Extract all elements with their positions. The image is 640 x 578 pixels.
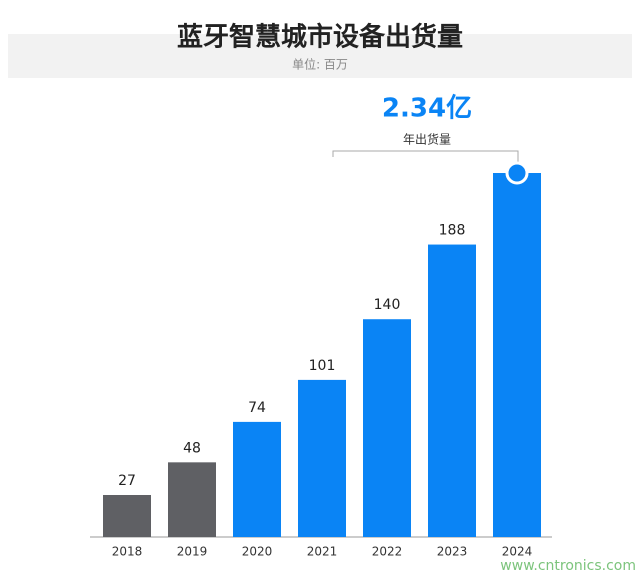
value-label: 27: [118, 473, 136, 489]
value-label: 74: [248, 400, 266, 416]
annotation-bracket: [332, 150, 519, 165]
x-tick-label: 2021: [307, 545, 338, 559]
x-tick-label: 2023: [437, 545, 468, 559]
title-band: [8, 34, 632, 78]
annotation-dot: [505, 161, 529, 185]
x-tick-label: 2022: [372, 545, 403, 559]
bar: [493, 173, 541, 537]
bar: [363, 319, 411, 537]
value-label: 101: [309, 358, 336, 374]
value-label: 48: [183, 440, 201, 456]
value-label: 188: [439, 223, 466, 239]
value-label: 140: [374, 297, 401, 313]
bar: [103, 495, 151, 537]
chart-subtitle: 单位: 百万: [292, 57, 348, 72]
bar: [428, 244, 476, 538]
chart-title: 蓝牙智慧城市设备出货量: [177, 22, 463, 53]
x-tick-label: 2024: [502, 545, 533, 559]
bar: [298, 379, 346, 537]
x-tick-label: 2020: [242, 545, 273, 559]
bar: [233, 421, 281, 537]
x-tick-label: 2018: [112, 545, 143, 559]
x-tick-label: 2019: [177, 545, 208, 559]
bar: [168, 462, 216, 537]
watermark: www.cntronics.com: [500, 558, 636, 574]
annotation-value: 2.34亿: [382, 94, 472, 124]
annotation-label: 年出货量: [403, 132, 451, 147]
